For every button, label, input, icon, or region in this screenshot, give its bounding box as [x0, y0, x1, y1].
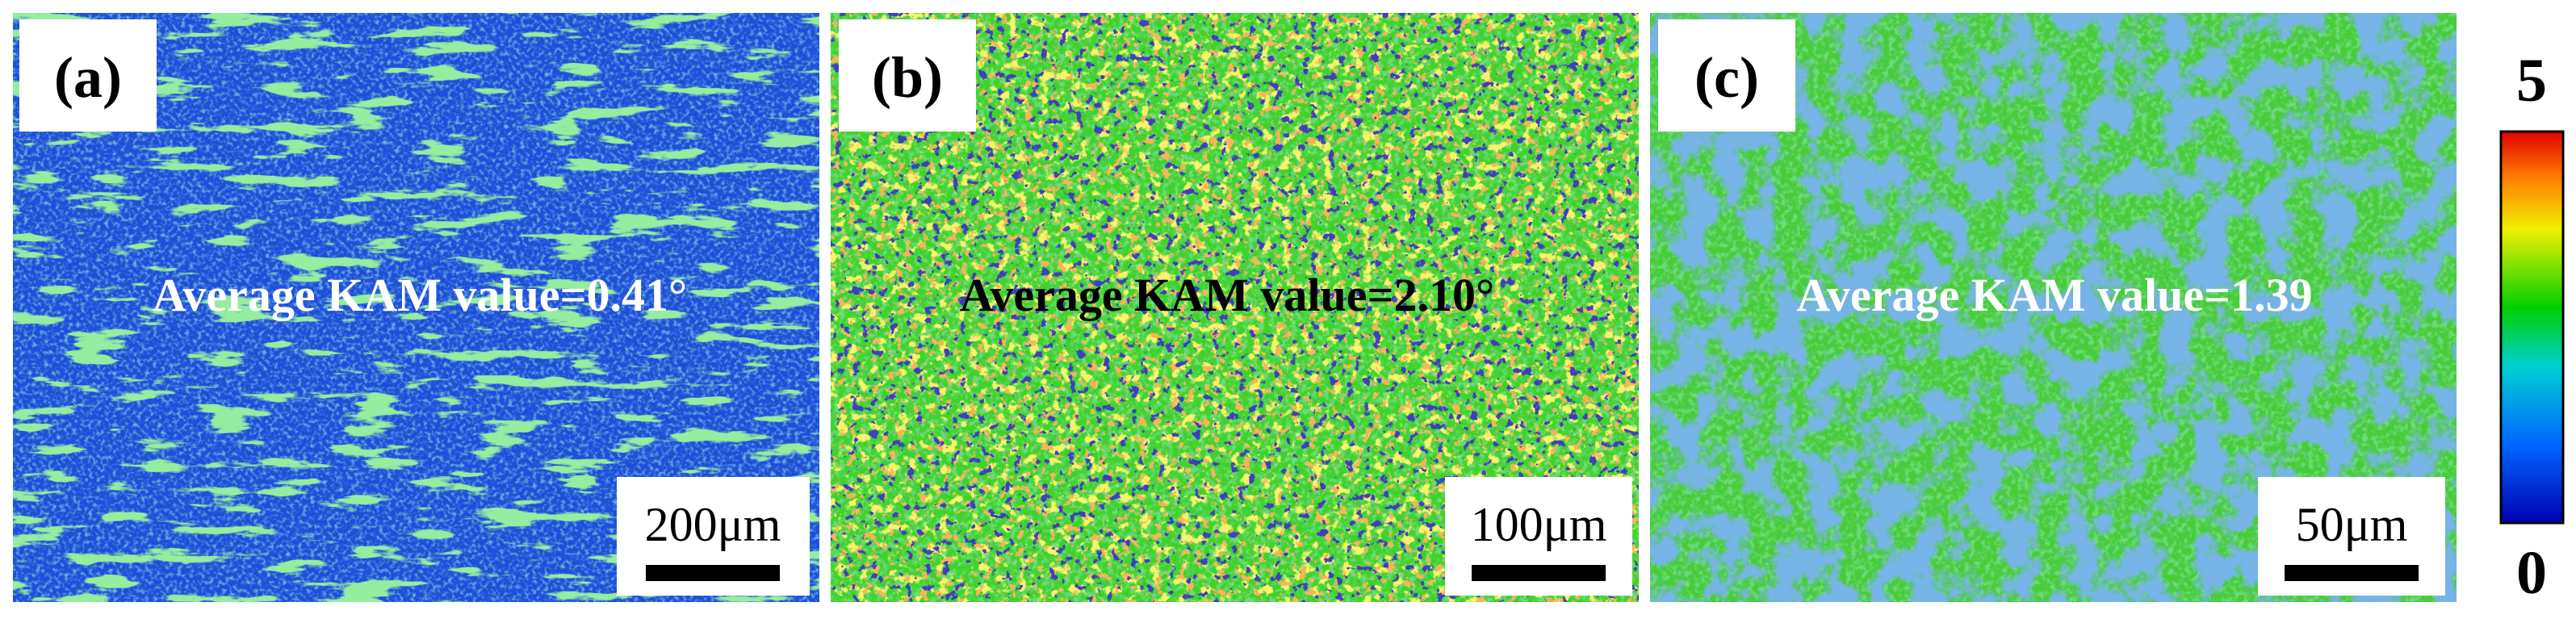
label-box — [839, 19, 976, 132]
colorbar — [2499, 130, 2565, 525]
colorbar-min-label: 0 — [2516, 539, 2547, 607]
scale-bar-label: 50μm — [2296, 498, 2408, 551]
scale-bar — [646, 565, 780, 581]
panel-b-map — [831, 13, 1639, 602]
panel-label: (a) — [54, 45, 122, 110]
label-box — [1658, 19, 1795, 132]
colorbar-max-label: 5 — [2516, 47, 2547, 115]
annotation: Average KAM value=2.10° — [960, 269, 1494, 321]
scale-bar-label: 200μm — [645, 498, 781, 551]
label-box — [19, 19, 157, 132]
scale-bar — [2285, 565, 2419, 581]
scale-bar — [1472, 565, 1606, 581]
panel-label: (b) — [872, 45, 943, 110]
panel-label: (c) — [1694, 45, 1759, 110]
annotation: Average KAM value=0.41° — [153, 269, 687, 321]
scale-bar-label: 100μm — [1471, 498, 1607, 551]
annotation: Average KAM value=1.39 — [1796, 269, 2312, 321]
